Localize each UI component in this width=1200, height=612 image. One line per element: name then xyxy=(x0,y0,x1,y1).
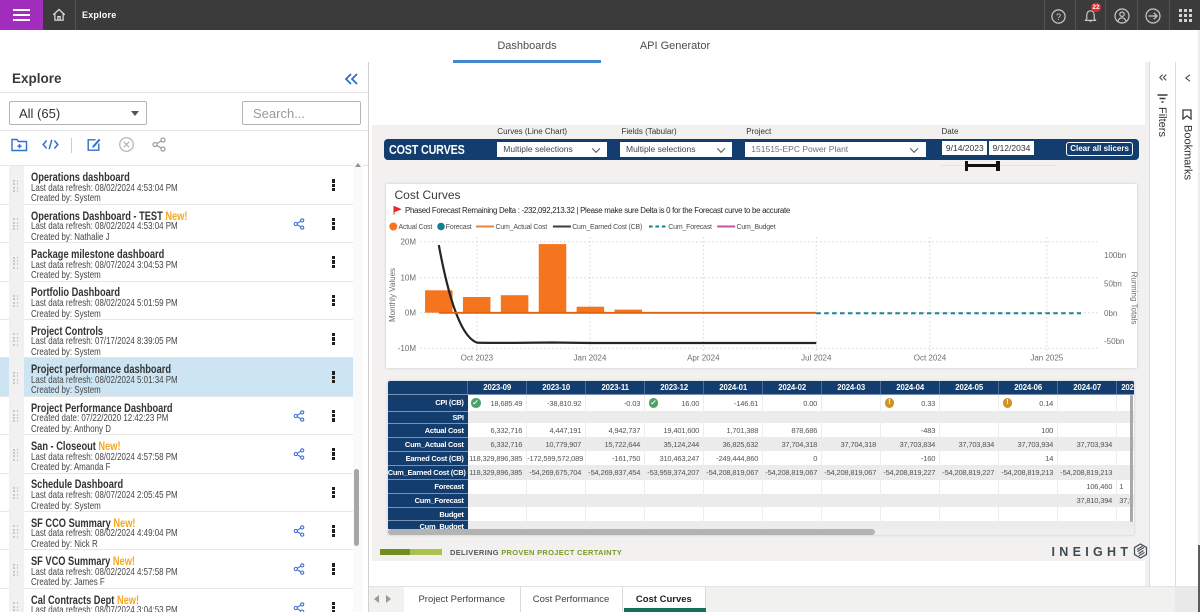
svg-text:Cost Curves: Cost Curves xyxy=(395,188,461,202)
svg-text:Oct 2024: Oct 2024 xyxy=(914,354,947,363)
svg-text:50bn: 50bn xyxy=(1104,280,1122,289)
svg-text:20M: 20M xyxy=(400,237,416,246)
svg-text:Jan 2024: Jan 2024 xyxy=(574,354,607,363)
svg-text:Apr 2024: Apr 2024 xyxy=(687,354,720,363)
svg-text:0bn: 0bn xyxy=(1104,309,1117,318)
svg-text:Forecast: Forecast xyxy=(446,224,472,231)
svg-text:0M: 0M xyxy=(405,308,416,317)
svg-text:Cum_Budget: Cum_Budget xyxy=(737,224,776,231)
svg-text:Cum_Earned Cost (CB): Cum_Earned Cost (CB) xyxy=(572,224,642,231)
svg-text:Running Totals: Running Totals xyxy=(1130,272,1139,325)
svg-text:10M: 10M xyxy=(400,273,416,282)
svg-text:Oct 2023: Oct 2023 xyxy=(461,354,494,363)
svg-text:Actual Cost: Actual Cost xyxy=(399,224,433,231)
svg-text:-10M: -10M xyxy=(398,344,417,353)
svg-text:Phased Forecast Remaining Delt: Phased Forecast Remaining Delta : -232,0… xyxy=(405,206,791,215)
svg-text:100bn: 100bn xyxy=(1104,251,1126,260)
svg-text:?: ? xyxy=(1056,11,1061,21)
svg-text:Jan 2025: Jan 2025 xyxy=(1030,354,1063,363)
svg-text:Cum_Forecast: Cum_Forecast xyxy=(668,224,712,231)
svg-text:Jul 2024: Jul 2024 xyxy=(801,354,832,363)
svg-text:-50bn: -50bn xyxy=(1104,337,1124,346)
svg-text:Cum_Actual Cost: Cum_Actual Cost xyxy=(496,224,548,231)
svg-text:Monthly Values: Monthly Values xyxy=(388,268,397,322)
